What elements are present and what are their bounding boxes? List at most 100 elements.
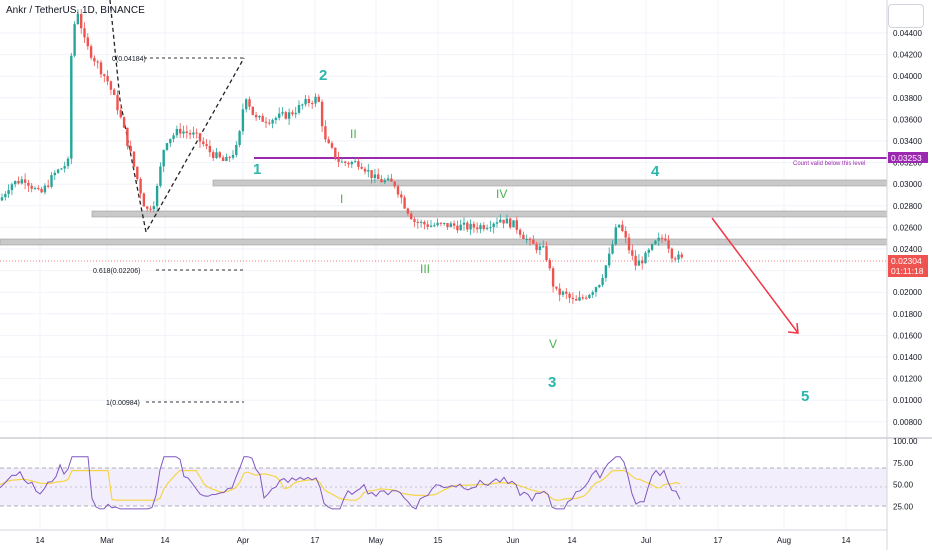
candle-body: [439, 222, 443, 224]
wave-label-3[interactable]: 3: [548, 374, 556, 391]
candle-body: [320, 101, 324, 127]
candle-body: [208, 145, 212, 153]
price-axis[interactable]: 0.04400 0.04200 0.04000 0.03800 0.03600 0.034…: [893, 29, 922, 427]
subwave-label-ii[interactable]: II: [350, 127, 357, 141]
candle-body: [598, 284, 601, 288]
candle-body: [551, 268, 555, 287]
candle-body: [96, 61, 99, 63]
candle-body: [617, 224, 621, 228]
candle-body: [287, 112, 291, 119]
candle-body: [670, 248, 674, 259]
chart-settings-box[interactable]: [888, 4, 924, 28]
subwave-label-iv[interactable]: IV: [496, 187, 507, 201]
candle-body: [27, 182, 30, 186]
candle-body: [93, 57, 96, 62]
candle-body: [476, 227, 479, 230]
candle-body: [545, 246, 548, 261]
candle-body: [637, 260, 641, 266]
fib-trend-line[interactable]: [109, 0, 245, 234]
candle-body: [469, 223, 472, 230]
candle-body: [63, 166, 66, 169]
candle-body: [538, 246, 542, 251]
candle-body: [169, 138, 172, 144]
level-price-tag: [888, 152, 928, 163]
candle-body: [221, 157, 225, 161]
price-tick-label: 0.00800: [893, 418, 922, 427]
rsi-tick-label: 50.00: [893, 481, 914, 490]
candle-body: [89, 46, 93, 58]
candle-body: [410, 213, 413, 220]
candle-body: [634, 255, 637, 266]
candle-body: [278, 113, 281, 118]
fib-label-1: 1(0.00984): [106, 400, 140, 407]
projection-arrow[interactable]: [711, 217, 799, 334]
candle-body: [175, 128, 179, 136]
candle-body: [202, 141, 205, 145]
time-tick-label: Jun: [507, 536, 520, 545]
candle-body: [324, 126, 327, 140]
candle-body: [542, 246, 545, 248]
candle-body: [284, 112, 287, 119]
rsi-axis[interactable]: 100.00 75.00 50.00 25.00: [893, 437, 918, 511]
count-note: Count valid below this level: [793, 161, 865, 167]
candle-body: [188, 133, 192, 135]
price-tick-label: 0.04000: [893, 72, 922, 81]
candle-body: [165, 143, 169, 150]
candle-body: [499, 219, 502, 223]
candle-body: [33, 188, 37, 190]
candle-body: [142, 193, 146, 207]
candle-body: [525, 239, 528, 241]
zone-030[interactable]: [212, 179, 888, 187]
candle-body: [106, 75, 109, 82]
candle-body: [502, 219, 505, 224]
candle-body: [674, 258, 677, 260]
candle-body: [456, 225, 459, 231]
candle-body: [122, 117, 126, 128]
time-axis[interactable]: 14 Mar 14 Apr 17 May 15 Jun 14 Jul 17 Aug 14: [36, 536, 851, 545]
candle-body: [664, 238, 667, 241]
candle-body: [353, 161, 357, 163]
rsi-line: [0, 456, 681, 510]
candle-body: [350, 162, 353, 165]
candle-body: [644, 252, 647, 264]
wave-label-1[interactable]: 1: [253, 161, 261, 178]
candle-body: [363, 168, 367, 172]
candle-body: [40, 188, 43, 193]
candle-body: [621, 224, 624, 231]
price-tick-label: 0.01000: [893, 396, 922, 405]
candle-body: [37, 188, 40, 190]
wave-label-4[interactable]: 4: [651, 163, 660, 180]
price-tick-label: 0.04400: [893, 29, 922, 38]
candle-body: [271, 120, 274, 124]
fib-label-0: 0(0.04184): [112, 56, 146, 63]
candle-body: [60, 168, 63, 170]
candle-body: [126, 127, 129, 147]
candle-body: [443, 223, 446, 225]
subwave-label-iii[interactable]: III: [420, 262, 430, 276]
price-tick-label: 0.04200: [893, 51, 922, 60]
candle-body: [291, 112, 294, 115]
zone-025[interactable]: [0, 238, 888, 246]
candle-body: [611, 244, 614, 254]
zone-0275[interactable]: [91, 210, 888, 218]
subwave-label-v[interactable]: V: [549, 337, 557, 351]
candle-body: [528, 239, 532, 241]
candle-body: [139, 179, 142, 194]
candle-body: [604, 265, 608, 278]
candle-body: [228, 156, 231, 158]
candle-body: [281, 112, 284, 114]
candle-body: [647, 249, 650, 253]
candle-body: [80, 14, 83, 29]
wave-label-2[interactable]: 2: [319, 67, 327, 84]
candle-body: [241, 109, 245, 132]
candle-body: [393, 181, 396, 187]
candle-body: [419, 221, 423, 223]
wave-label-5[interactable]: 5: [801, 388, 809, 405]
price-tick-label: 0.01600: [893, 331, 922, 340]
candle-body: [136, 166, 139, 180]
price-tick-label: 0.02400: [893, 245, 922, 254]
candle-body: [446, 223, 449, 228]
subwave-label-i[interactable]: I: [340, 192, 343, 206]
